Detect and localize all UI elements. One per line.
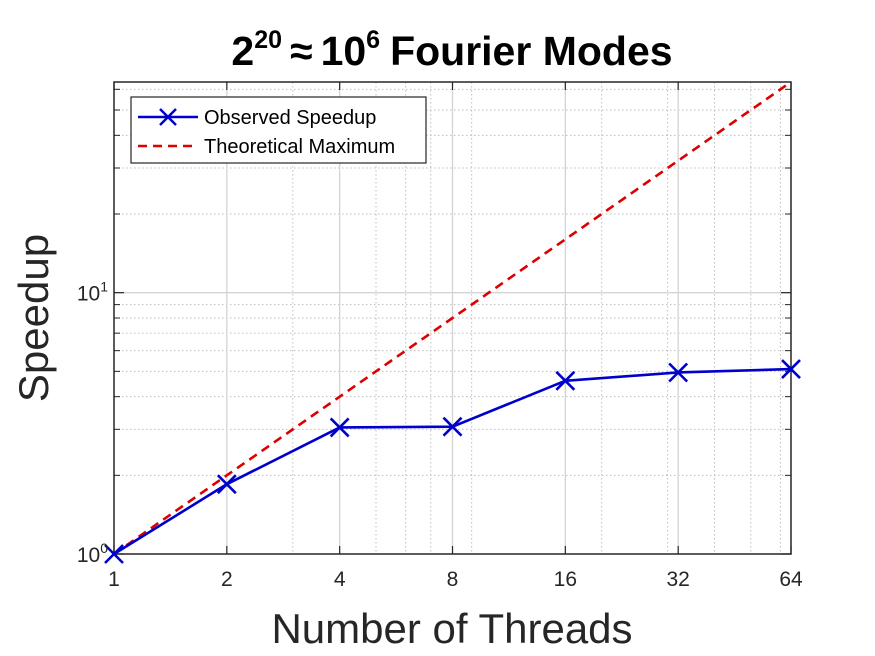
x-tick-labels: 1 2 4 8 16 32 64 xyxy=(108,568,803,591)
data-point-marker xyxy=(442,416,463,437)
x-tick-label: 8 xyxy=(447,568,459,591)
legend-box xyxy=(130,96,427,164)
legend-theoretical-label: Theoretical Maximum xyxy=(204,136,395,158)
title-approx: ≈ xyxy=(290,28,313,74)
marker-stroke xyxy=(668,362,689,383)
marker-stroke xyxy=(216,474,237,495)
data-point-marker xyxy=(668,362,689,383)
marker-stroke xyxy=(781,359,801,380)
y-tick-label: 101 xyxy=(77,279,108,306)
legend: Observed Speedup Theoretical Maximum xyxy=(130,96,427,164)
y-tick-exponent: 1 xyxy=(100,279,108,295)
marker-stroke xyxy=(104,544,124,564)
data-point-marker xyxy=(329,417,350,438)
y-tick-label: 100 xyxy=(77,540,108,567)
x-axis-label: Number of Threads xyxy=(271,605,632,652)
y-tick-base: 10 xyxy=(77,544,100,567)
axis-ticks xyxy=(113,82,792,555)
y-tick-exponent: 0 xyxy=(100,540,108,556)
title-base1: 2 xyxy=(231,28,254,74)
data-point-marker xyxy=(216,474,237,495)
x-tick-label: 64 xyxy=(779,568,803,591)
x-tick-label: 16 xyxy=(554,568,577,591)
y-tick-base: 10 xyxy=(77,283,100,306)
x-tick-label: 1 xyxy=(108,568,120,591)
legend-observed-marker xyxy=(159,108,177,126)
title-exp1: 20 xyxy=(254,26,282,54)
x-tick-label: 4 xyxy=(334,568,346,591)
legend-observed-label: Observed Speedup xyxy=(204,107,376,129)
series-line-theoretical-maximum xyxy=(113,80,792,556)
data-point-marker xyxy=(781,359,801,380)
data-point-marker xyxy=(555,370,576,391)
title-exp2: 6 xyxy=(366,26,380,54)
x-tick-label: 32 xyxy=(666,568,689,591)
marker-stroke xyxy=(442,416,463,437)
marker-stroke xyxy=(555,370,576,391)
title-rest: Fourier Modes xyxy=(390,28,672,74)
marker-stroke xyxy=(329,417,350,438)
grid xyxy=(114,82,791,554)
y-axis-label: Speedup xyxy=(10,234,57,402)
title-base2: 10 xyxy=(321,28,367,74)
data-point-marker xyxy=(104,544,124,564)
series-layer xyxy=(104,80,801,564)
chart-title: 220 ≈106 Fourier Modes xyxy=(231,26,672,74)
x-tick-label: 2 xyxy=(221,568,233,591)
